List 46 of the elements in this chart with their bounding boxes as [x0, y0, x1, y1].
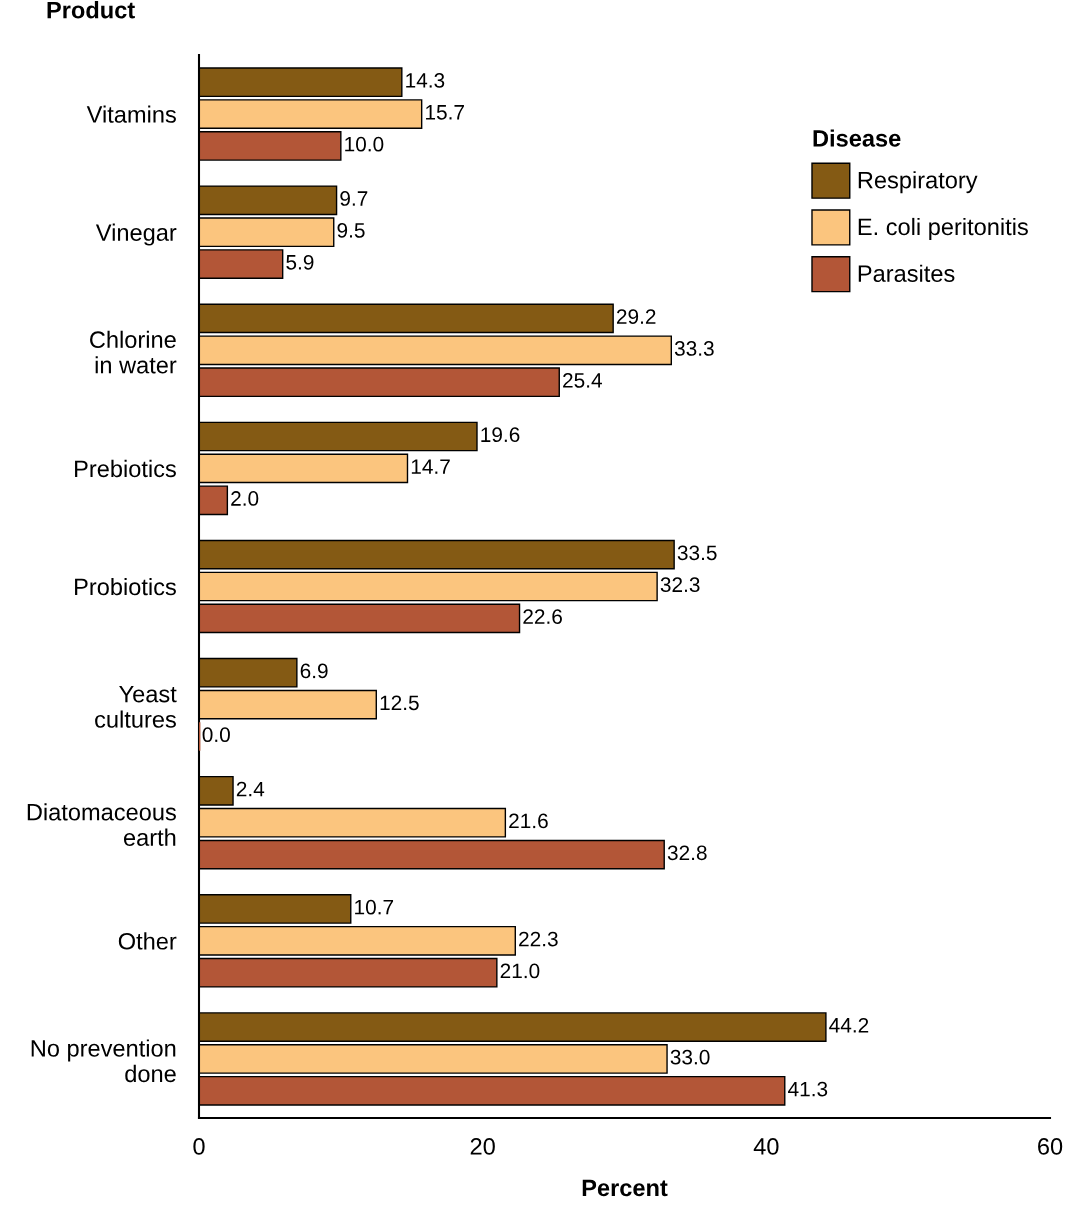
legend-label: Respiratory	[858, 171, 978, 194]
x-tick-label: 20	[470, 1138, 495, 1155]
data-label: 12.5	[380, 695, 419, 711]
x-tick-label: 0	[193, 1138, 205, 1155]
data-label: 6.9	[300, 663, 328, 679]
data-label: 14.3	[406, 73, 445, 88]
data-label: 33.3	[674, 341, 714, 356]
y-axis-title: Product	[47, 1, 135, 19]
data-label: 41.3	[788, 1081, 828, 1097]
legend-title: Disease	[813, 129, 901, 147]
data-label: 0.0	[202, 727, 230, 743]
data-label: 5.9	[286, 254, 314, 270]
data-label: 19.6	[481, 427, 520, 443]
data-label: 10.7	[355, 899, 394, 915]
data-label: 2.0	[231, 491, 259, 506]
x-axis-title: Percent	[582, 1179, 668, 1197]
y-tick-label: Vitamins	[86, 105, 176, 123]
legend-label: Parasites	[858, 264, 955, 282]
data-label: 21.0	[500, 963, 540, 979]
y-tick-label: Vinegar	[95, 223, 177, 246]
data-label: 29.2	[616, 309, 656, 324]
y-tick-label: Yeast cultures	[95, 685, 177, 728]
y-tick-label: Diatomaceous earth	[27, 803, 176, 846]
y-tick-label: No prevention done	[31, 1039, 176, 1083]
data-label: 44.2	[829, 1017, 869, 1033]
data-label: 2.4	[236, 781, 265, 797]
data-label: 9.5	[337, 223, 365, 238]
y-tick-label: Prebiotics	[75, 459, 176, 478]
data-label: 15.7	[426, 105, 464, 120]
x-tick-label: 60	[1038, 1138, 1063, 1155]
data-label: 33.5	[677, 545, 717, 561]
legend-label: E. coli peritonitis	[858, 217, 1028, 240]
data-label: 25.4	[563, 373, 602, 388]
data-label: 21.6	[509, 813, 548, 829]
x-tick-label: 40	[753, 1138, 779, 1155]
data-label: 33.0	[670, 1049, 710, 1065]
data-label: 32.3	[660, 577, 700, 593]
data-label: 22.6	[523, 609, 562, 624]
data-label: 32.8	[667, 845, 707, 861]
data-label: 22.3	[519, 931, 558, 947]
data-label: 9.7	[340, 191, 368, 206]
data-label: 14.7	[411, 459, 450, 474]
y-tick-label: Other	[118, 932, 177, 950]
y-tick-label: Chlorine in water	[90, 330, 177, 374]
y-tick-label: Probiotics	[75, 577, 176, 596]
data-label: 10.0	[345, 136, 384, 152]
